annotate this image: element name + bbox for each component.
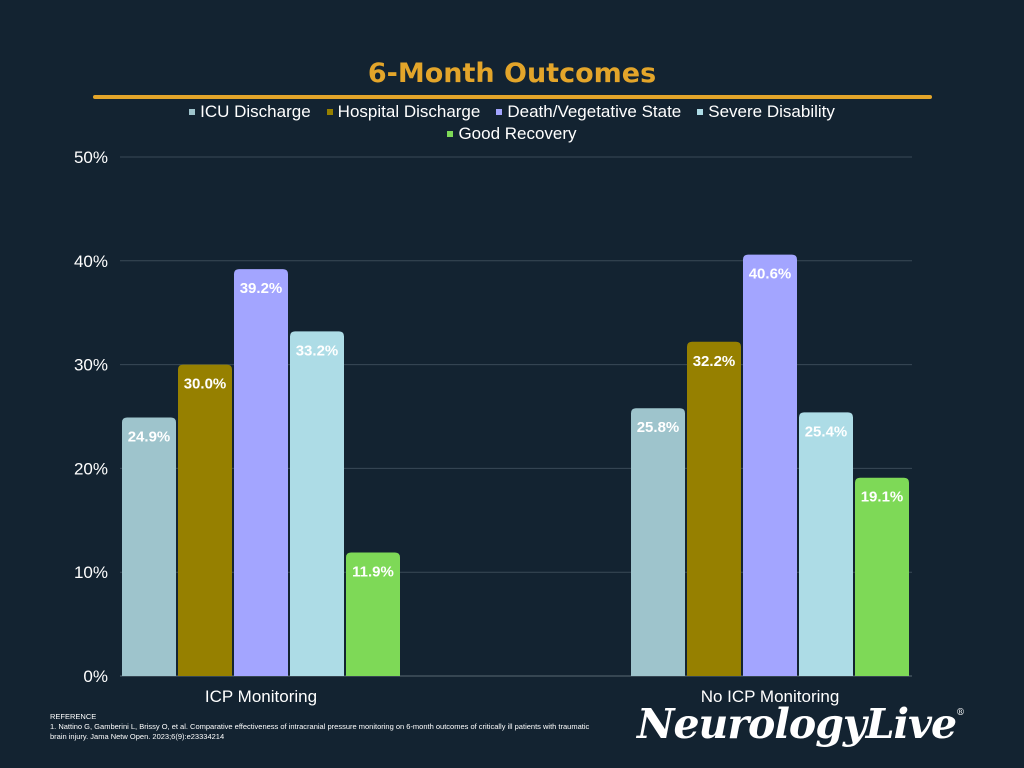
legend-swatch-good-recovery [447,131,454,137]
reference-heading: REFERENCE [50,712,97,721]
data-label-good-recovery-no-icp-monitoring: 19.1% [861,489,904,506]
bar-hospital-discharge-no-icp-monitoring [687,341,741,676]
legend-label-icu-discharge: ICU Discharge [200,102,311,121]
bar-death-vegetative-state-no-icp-monitoring [743,254,797,676]
y-tick-label-30: 30% [74,356,108,375]
bar-good-recovery-icp-monitoring [346,552,400,676]
neurologylive-logo: NeurologyLive® [637,700,965,748]
y-tick-label-50: 50% [74,148,108,167]
data-label-severe-disability-icp-monitoring: 33.2% [296,342,339,359]
data-label-hospital-discharge-no-icp-monitoring: 32.2% [693,353,736,370]
legend-label-hospital-discharge: Hospital Discharge [337,102,481,121]
legend-item-hospital-discharge: Hospital Discharge [326,101,481,123]
legend-swatch-icu-discharge [189,109,196,115]
legend-swatch-hospital-discharge [326,109,333,115]
data-label-death-vegetative-state-no-icp-monitoring: 40.6% [749,266,792,283]
bar-good-recovery-no-icp-monitoring [855,477,909,676]
legend-item-good-recovery: Good Recovery [447,123,577,145]
logo-text: NeurologyLive [637,700,957,748]
bar-icu-discharge-no-icp-monitoring [631,408,685,676]
bar-hospital-discharge-icp-monitoring [178,364,232,676]
data-label-icu-discharge-icp-monitoring: 24.9% [128,429,171,446]
data-label-good-recovery-icp-monitoring: 11.9% [352,563,394,580]
x-category-label-no-icp-monitoring: No ICP Monitoring [701,687,840,706]
legend-label-good-recovery: Good Recovery [458,124,577,143]
data-label-hospital-discharge-icp-monitoring: 30.0% [184,376,227,393]
reference-block: REFERENCE 1. Nattino G, Gamberini L, Bri… [50,712,590,742]
y-tick-label-40: 40% [74,252,108,271]
reference-text: 1. Nattino G, Gamberini L, Brissy O, et … [50,722,590,741]
bar-severe-disability-no-icp-monitoring [799,412,853,676]
bar-death-vegetative-state-icp-monitoring [234,269,288,676]
x-category-label-icp-monitoring: ICP Monitoring [205,687,317,706]
bar-icu-discharge-icp-monitoring [122,417,176,676]
data-label-death-vegetative-state-icp-monitoring: 39.2% [240,280,283,297]
bar-severe-disability-icp-monitoring [290,331,344,676]
data-label-icu-discharge-no-icp-monitoring: 25.8% [637,419,680,436]
y-tick-label-0: 0% [83,667,108,686]
chart-legend: ICU Discharge Hospital Discharge Death/V… [140,101,884,145]
legend-item-icu-discharge: ICU Discharge [189,101,311,123]
legend-item-death-vegetative-state: Death/Vegetative State [496,101,681,123]
legend-label-severe-disability: Severe Disability [708,102,835,121]
y-tick-label-20: 20% [74,459,108,478]
legend-label-death-vegetative-state: Death/Vegetative State [507,102,682,121]
data-label-severe-disability-no-icp-monitoring: 25.4% [805,423,848,440]
logo-registered-mark: ® [956,708,965,718]
legend-item-severe-disability: Severe Disability [697,101,835,123]
chart-title: 6-Month Outcomes [367,58,657,89]
y-tick-label-10: 10% [74,563,108,582]
legend-swatch-death-vegetative-state [496,109,503,115]
legend-swatch-severe-disability [697,109,704,115]
title-underline [93,95,932,99]
